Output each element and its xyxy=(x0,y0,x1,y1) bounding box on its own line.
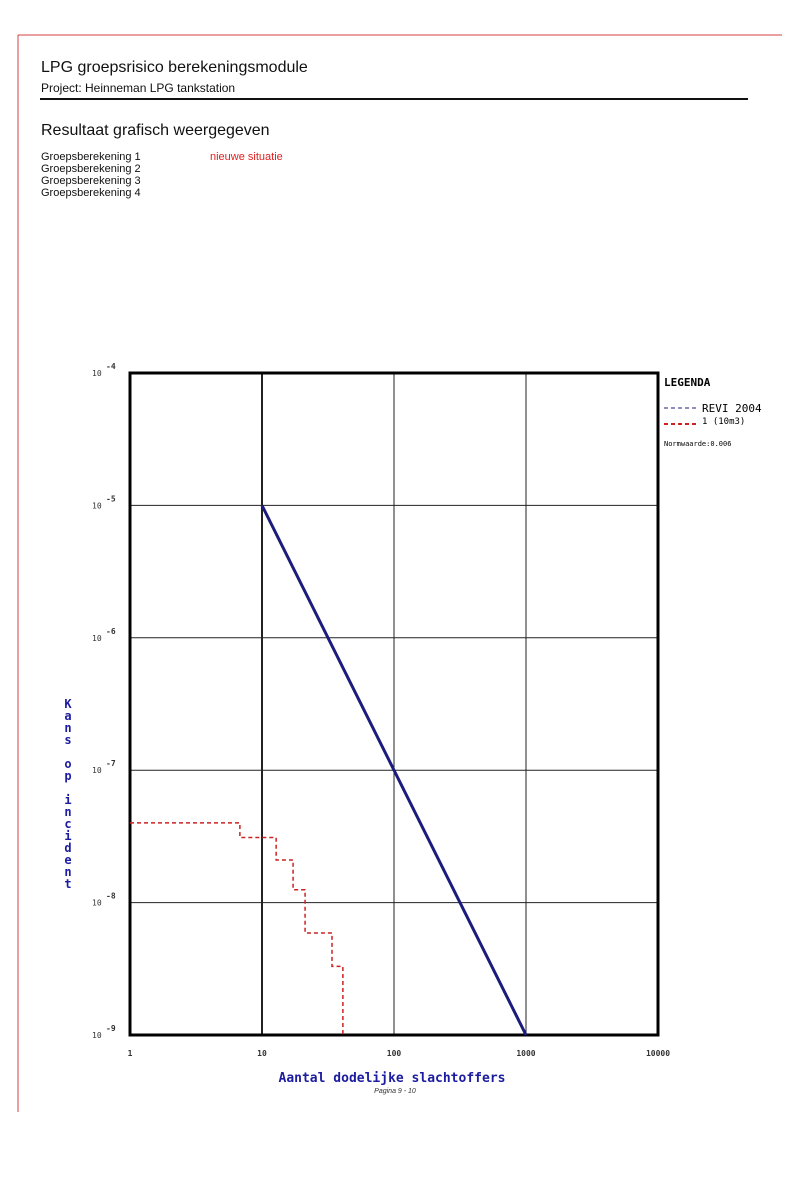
y-axis-title: Kans op incident xyxy=(61,697,75,889)
x-tick-label: 1000 xyxy=(516,1049,535,1058)
list-item: Groepsberekening 2 xyxy=(41,163,141,175)
plot-frame xyxy=(128,371,660,1037)
x-tick-label: 10 xyxy=(257,1049,267,1058)
y-tick-label: 10 xyxy=(92,634,102,643)
legend-title: LEGENDA xyxy=(664,376,711,389)
x-axis-title: Aantal dodelijke slachtoffers xyxy=(279,1071,506,1086)
series-line xyxy=(130,822,344,1035)
y-tick-label: 10 xyxy=(92,369,102,378)
list-item: Groepsberekening 1 xyxy=(41,151,141,163)
project: Project: Heinneman LPG tankstation xyxy=(41,81,235,95)
section-title: Resultaat grafisch weergegeven xyxy=(41,122,270,139)
y-tick-label: 10 xyxy=(92,899,102,908)
y-tick-exponent: -9 xyxy=(106,1024,116,1033)
x-tick-label: 100 xyxy=(387,1049,402,1058)
x-tick-label: 10000 xyxy=(646,1049,670,1058)
y-tick-exponent: -6 xyxy=(106,627,116,636)
status: nieuwe situatie xyxy=(210,151,283,163)
y-tick-exponent: -7 xyxy=(106,759,116,768)
legend-label: REVI 2004 xyxy=(702,402,762,415)
doc-title: LPG groepsrisico berekeningsmodule xyxy=(41,59,308,76)
y-tick-label: 10 xyxy=(92,501,102,510)
page-number: Pagina 9 - 10 xyxy=(374,1088,416,1095)
y-tick-label: 10 xyxy=(92,1031,102,1040)
list-item: Groepsberekening 3 xyxy=(41,175,141,187)
y-tick-exponent: -5 xyxy=(106,494,116,503)
y-tick-exponent: -4 xyxy=(106,362,116,371)
x-tick-label: 1 xyxy=(128,1049,133,1058)
y-tick-exponent: -8 xyxy=(106,892,116,901)
y-tick-label: 10 xyxy=(92,766,102,775)
legend-label: 1 (10m3) xyxy=(702,417,745,427)
list-item: Groepsberekening 4 xyxy=(41,187,141,199)
legend-note: Normwaarde:0.006 xyxy=(664,440,731,448)
series-line xyxy=(260,504,528,1036)
